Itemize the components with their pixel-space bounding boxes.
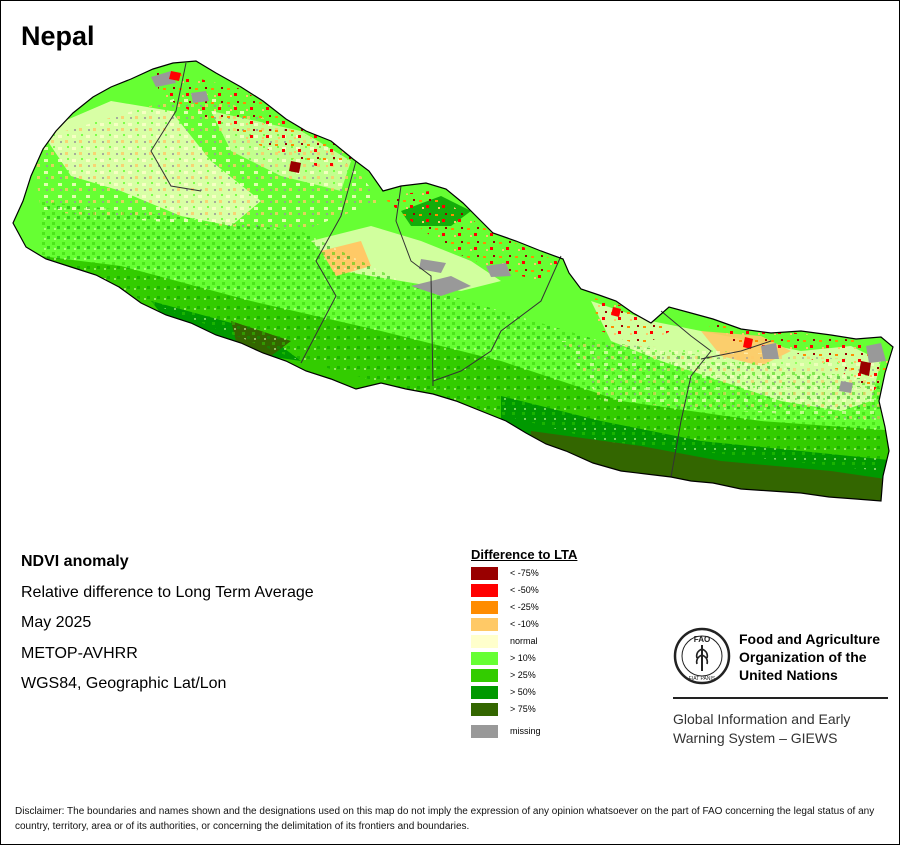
- ndvi-raster: [13, 61, 893, 501]
- map-info-block: NDVI anomaly Relative difference to Long…: [21, 551, 314, 704]
- giews-name: Global Information and Early Warning Sys…: [673, 710, 900, 748]
- fao-logo-icon: FAO FIAT PANIS: [673, 627, 731, 685]
- legend-item: > 10%: [471, 650, 577, 667]
- projection-info: WGS84, Geographic Lat/Lon: [21, 675, 227, 692]
- map-legend: Difference to LTA < -75% < -50% < -25% <…: [471, 547, 577, 740]
- legend-label: > 50%: [510, 687, 536, 697]
- product-name: NDVI anomaly: [21, 553, 129, 570]
- legend-label: missing: [510, 726, 541, 736]
- legend-swatch: [471, 635, 498, 648]
- legend-item-missing: missing: [471, 723, 577, 740]
- legend-item: < -10%: [471, 616, 577, 633]
- legend-label: > 75%: [510, 704, 536, 714]
- legend-swatch: [471, 618, 498, 631]
- legend-label: < -10%: [510, 619, 539, 629]
- legend-swatch: [471, 725, 498, 738]
- fao-name-line: Food and Agriculture: [739, 631, 881, 647]
- product-description: Relative difference to Long Term Average: [21, 583, 314, 601]
- legend-title: Difference to LTA: [471, 547, 578, 562]
- disclaimer: Disclaimer: The boundaries and names sho…: [15, 806, 875, 832]
- legend-label: > 25%: [510, 670, 536, 680]
- legend-swatch: [471, 567, 498, 580]
- legend-item: > 25%: [471, 667, 577, 684]
- legend-item: > 50%: [471, 684, 577, 701]
- legend-swatch: [471, 669, 498, 682]
- legend-label: < -25%: [510, 602, 539, 612]
- province-boundaries: [150, 62, 772, 478]
- legend-item: > 75%: [471, 701, 577, 718]
- fao-emblem-letters: FAO: [694, 635, 710, 644]
- legend-item: normal: [471, 633, 577, 650]
- nepal-ndvi-map: [12, 60, 894, 502]
- product-period: May 2025: [21, 614, 92, 631]
- legend-label: normal: [510, 636, 538, 646]
- legend-label: < -75%: [510, 568, 539, 578]
- legend-item: < -50%: [471, 582, 577, 599]
- legend-swatch: [471, 601, 498, 614]
- legend-swatch: [471, 652, 498, 665]
- fao-name-line: United Nations: [739, 667, 838, 683]
- giews-line: Warning System – GIEWS: [673, 730, 838, 746]
- fao-name-line: Organization of the: [739, 649, 867, 665]
- giews-line: Global Information and Early: [673, 711, 851, 727]
- legend-item: < -75%: [471, 565, 577, 582]
- legend-label: > 10%: [510, 653, 536, 663]
- legend-swatch: [471, 686, 498, 699]
- map-title: Nepal: [21, 21, 95, 51]
- legend-label: < -50%: [510, 585, 539, 595]
- legend-swatch: [471, 703, 498, 716]
- fao-organization-name: Food and Agriculture Organization of the…: [739, 630, 899, 684]
- legend-item: < -25%: [471, 599, 577, 616]
- sensor-name: METOP-AVHRR: [21, 644, 138, 662]
- fao-emblem-motto: FIAT PANIS: [689, 676, 716, 682]
- divider: [673, 697, 888, 699]
- legend-swatch: [471, 584, 498, 597]
